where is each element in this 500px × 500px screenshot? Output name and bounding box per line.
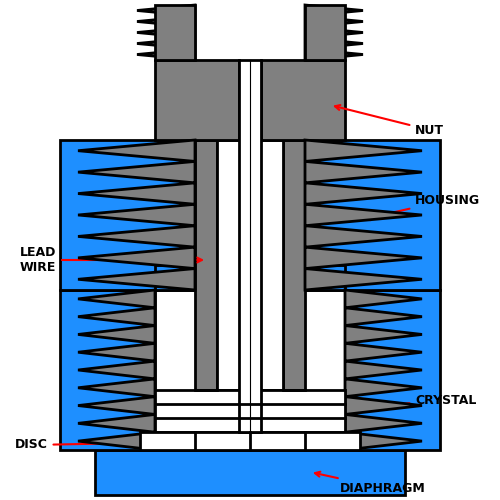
Bar — [155, 5, 195, 60]
Polygon shape — [78, 140, 195, 290]
Text: DIAPHRAGM: DIAPHRAGM — [315, 472, 426, 494]
Bar — [155, 265, 195, 290]
Bar — [195, 140, 217, 390]
Bar — [261, 60, 345, 140]
Bar — [345, 290, 440, 450]
Bar — [60, 290, 155, 450]
Text: CRYSTAL: CRYSTAL — [315, 394, 476, 413]
Text: DISC: DISC — [15, 438, 230, 452]
Text: LEAD
WIRE: LEAD WIRE — [20, 246, 202, 274]
Bar — [140, 432, 360, 450]
Bar — [95, 450, 405, 495]
Bar — [155, 60, 239, 140]
Bar — [283, 140, 305, 390]
Bar — [155, 390, 345, 432]
Polygon shape — [345, 290, 422, 450]
Text: NUT: NUT — [335, 105, 444, 136]
Bar — [217, 140, 283, 390]
Polygon shape — [305, 5, 363, 60]
Polygon shape — [305, 140, 422, 290]
Bar — [305, 5, 345, 60]
Text: HOUSING: HOUSING — [365, 194, 480, 220]
Polygon shape — [137, 5, 195, 60]
Bar — [239, 60, 261, 432]
Bar — [60, 140, 195, 290]
Bar — [305, 265, 345, 290]
Polygon shape — [78, 290, 155, 450]
Bar — [305, 140, 440, 290]
